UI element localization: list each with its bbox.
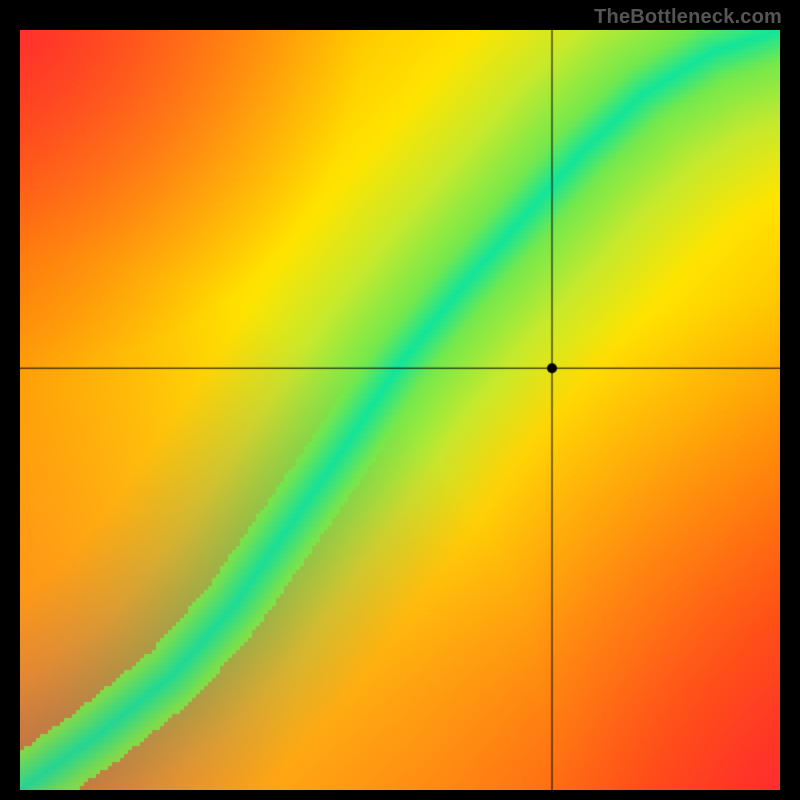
heatmap-canvas [20, 30, 780, 790]
chart-container: TheBottleneck.com [0, 0, 800, 800]
watermark-text: TheBottleneck.com [594, 6, 782, 29]
